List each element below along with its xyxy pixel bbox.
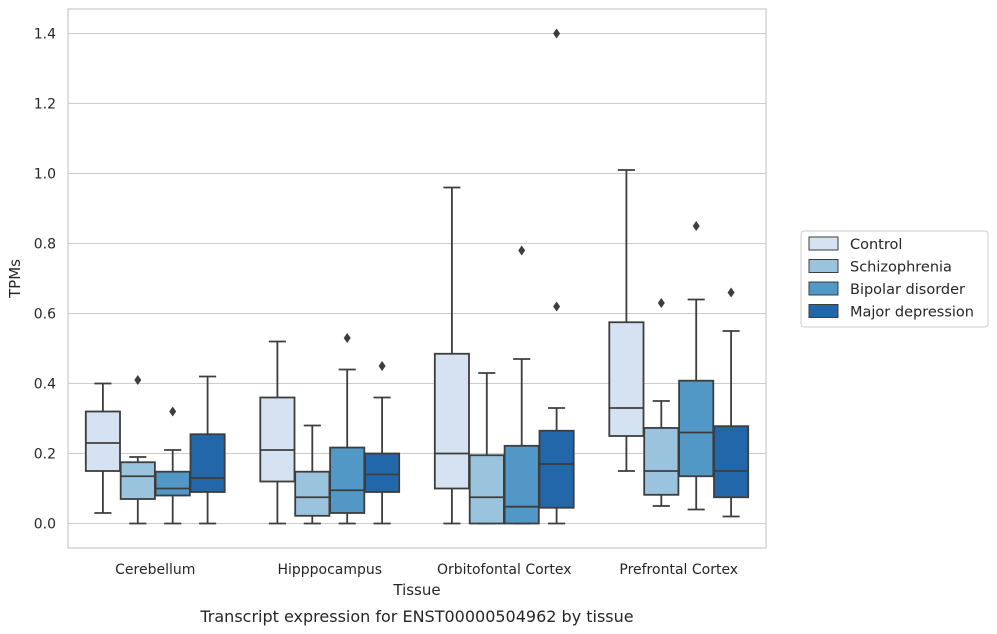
y-axis-ticks: 0.0 0.2 0.4 0.6 0.8 1.0 1.2 1.4 — [34, 27, 56, 533]
outlier-point — [657, 298, 665, 308]
box-plot-element — [538, 28, 575, 525]
x-tick-label: Cerebellum — [115, 562, 195, 578]
y-tick-label: 1.2 — [34, 97, 56, 113]
box-iqr — [189, 433, 226, 493]
outlier-point — [378, 361, 386, 371]
box-plot-element — [189, 375, 226, 525]
y-tick-label: 1.4 — [34, 27, 56, 43]
box-plot-element — [713, 287, 750, 518]
box-iqr — [294, 470, 331, 517]
y-tick-label: 1.0 — [34, 167, 56, 183]
outlier-point — [134, 375, 142, 385]
outlier-point — [553, 301, 561, 312]
legend-items: Control Schizophrenia Bipolar disorder Majo… — [808, 236, 974, 321]
box-iqr — [503, 444, 540, 525]
legend-item: Control — [808, 236, 902, 253]
box-iqr — [259, 396, 296, 483]
box-plot-element — [678, 221, 715, 511]
box-plot-element — [643, 298, 680, 507]
outlier-point — [692, 221, 700, 231]
box-iqr — [84, 410, 121, 472]
box-plot-element — [154, 406, 191, 525]
box-plot-element — [294, 424, 331, 525]
legend-label: Control — [850, 237, 902, 253]
x-axis-label: Tissue — [392, 581, 440, 599]
y-tick-label: 0.2 — [34, 447, 56, 463]
legend-label: Schizophrenia — [850, 260, 952, 276]
x-tick-label: Orbitofontal Cortex — [437, 562, 572, 578]
box-iqr — [643, 427, 680, 496]
box-iqr — [608, 321, 645, 437]
outlier-point — [169, 406, 177, 417]
box-plot-series — [84, 28, 750, 525]
legend-swatch — [808, 304, 839, 318]
y-tick-label: 0.4 — [34, 377, 56, 393]
plot-frame — [67, 8, 767, 549]
legend-swatch — [808, 281, 839, 296]
box-plot-element — [364, 361, 401, 525]
box-plot-element — [433, 186, 470, 525]
chart-caption: Transcript expression for ENST0000050496… — [199, 607, 633, 626]
box-iqr — [468, 454, 505, 525]
box-plot-element — [259, 340, 296, 525]
box-iqr — [713, 425, 750, 499]
legend-item: Schizophrenia — [808, 259, 952, 276]
legend-label: Major depression — [850, 305, 974, 321]
series-major-depression — [189, 28, 750, 525]
y-tick-label: 0.8 — [34, 237, 56, 253]
box-iqr — [154, 470, 191, 497]
box-iqr — [364, 452, 401, 493]
box-plot-element — [329, 333, 366, 525]
outlier-point — [518, 245, 526, 256]
y-axis-label: TPMs — [6, 259, 24, 299]
box-plot-element — [608, 169, 645, 472]
y-tick-label: 0.6 — [34, 307, 56, 323]
box-plot-element — [468, 372, 505, 525]
box-plot-element — [119, 375, 156, 525]
outlier-point — [727, 287, 735, 298]
y-tick-label: 0.0 — [34, 517, 56, 533]
box-iqr — [119, 461, 156, 500]
grid-lines — [68, 32, 766, 525]
box-iqr — [538, 429, 575, 509]
box-iqr — [433, 352, 470, 490]
legend-swatch — [808, 259, 839, 273]
series-schizophrenia — [119, 298, 680, 525]
box-iqr — [678, 379, 715, 478]
x-axis-ticks: Cerebellum Hipppocampus Orbitofontal Corte… — [115, 562, 738, 578]
outlier-point — [553, 28, 561, 39]
legend: Control Schizophrenia Bipolar disorder Majo… — [800, 230, 989, 328]
legend-item: Major depression — [808, 304, 974, 321]
legend-label: Bipolar disorder — [850, 282, 965, 298]
outlier-point — [343, 333, 351, 343]
legend-item: Bipolar disorder — [808, 281, 965, 298]
box-plot-element — [503, 245, 540, 525]
box-plot-element — [84, 382, 121, 514]
legend-swatch — [808, 236, 839, 251]
x-tick-label: Hipppocampus — [277, 562, 382, 578]
box-iqr — [329, 446, 366, 514]
series-control — [84, 169, 645, 525]
legend-frame — [800, 230, 989, 328]
x-tick-label: Prefrontal Cortex — [619, 562, 738, 578]
